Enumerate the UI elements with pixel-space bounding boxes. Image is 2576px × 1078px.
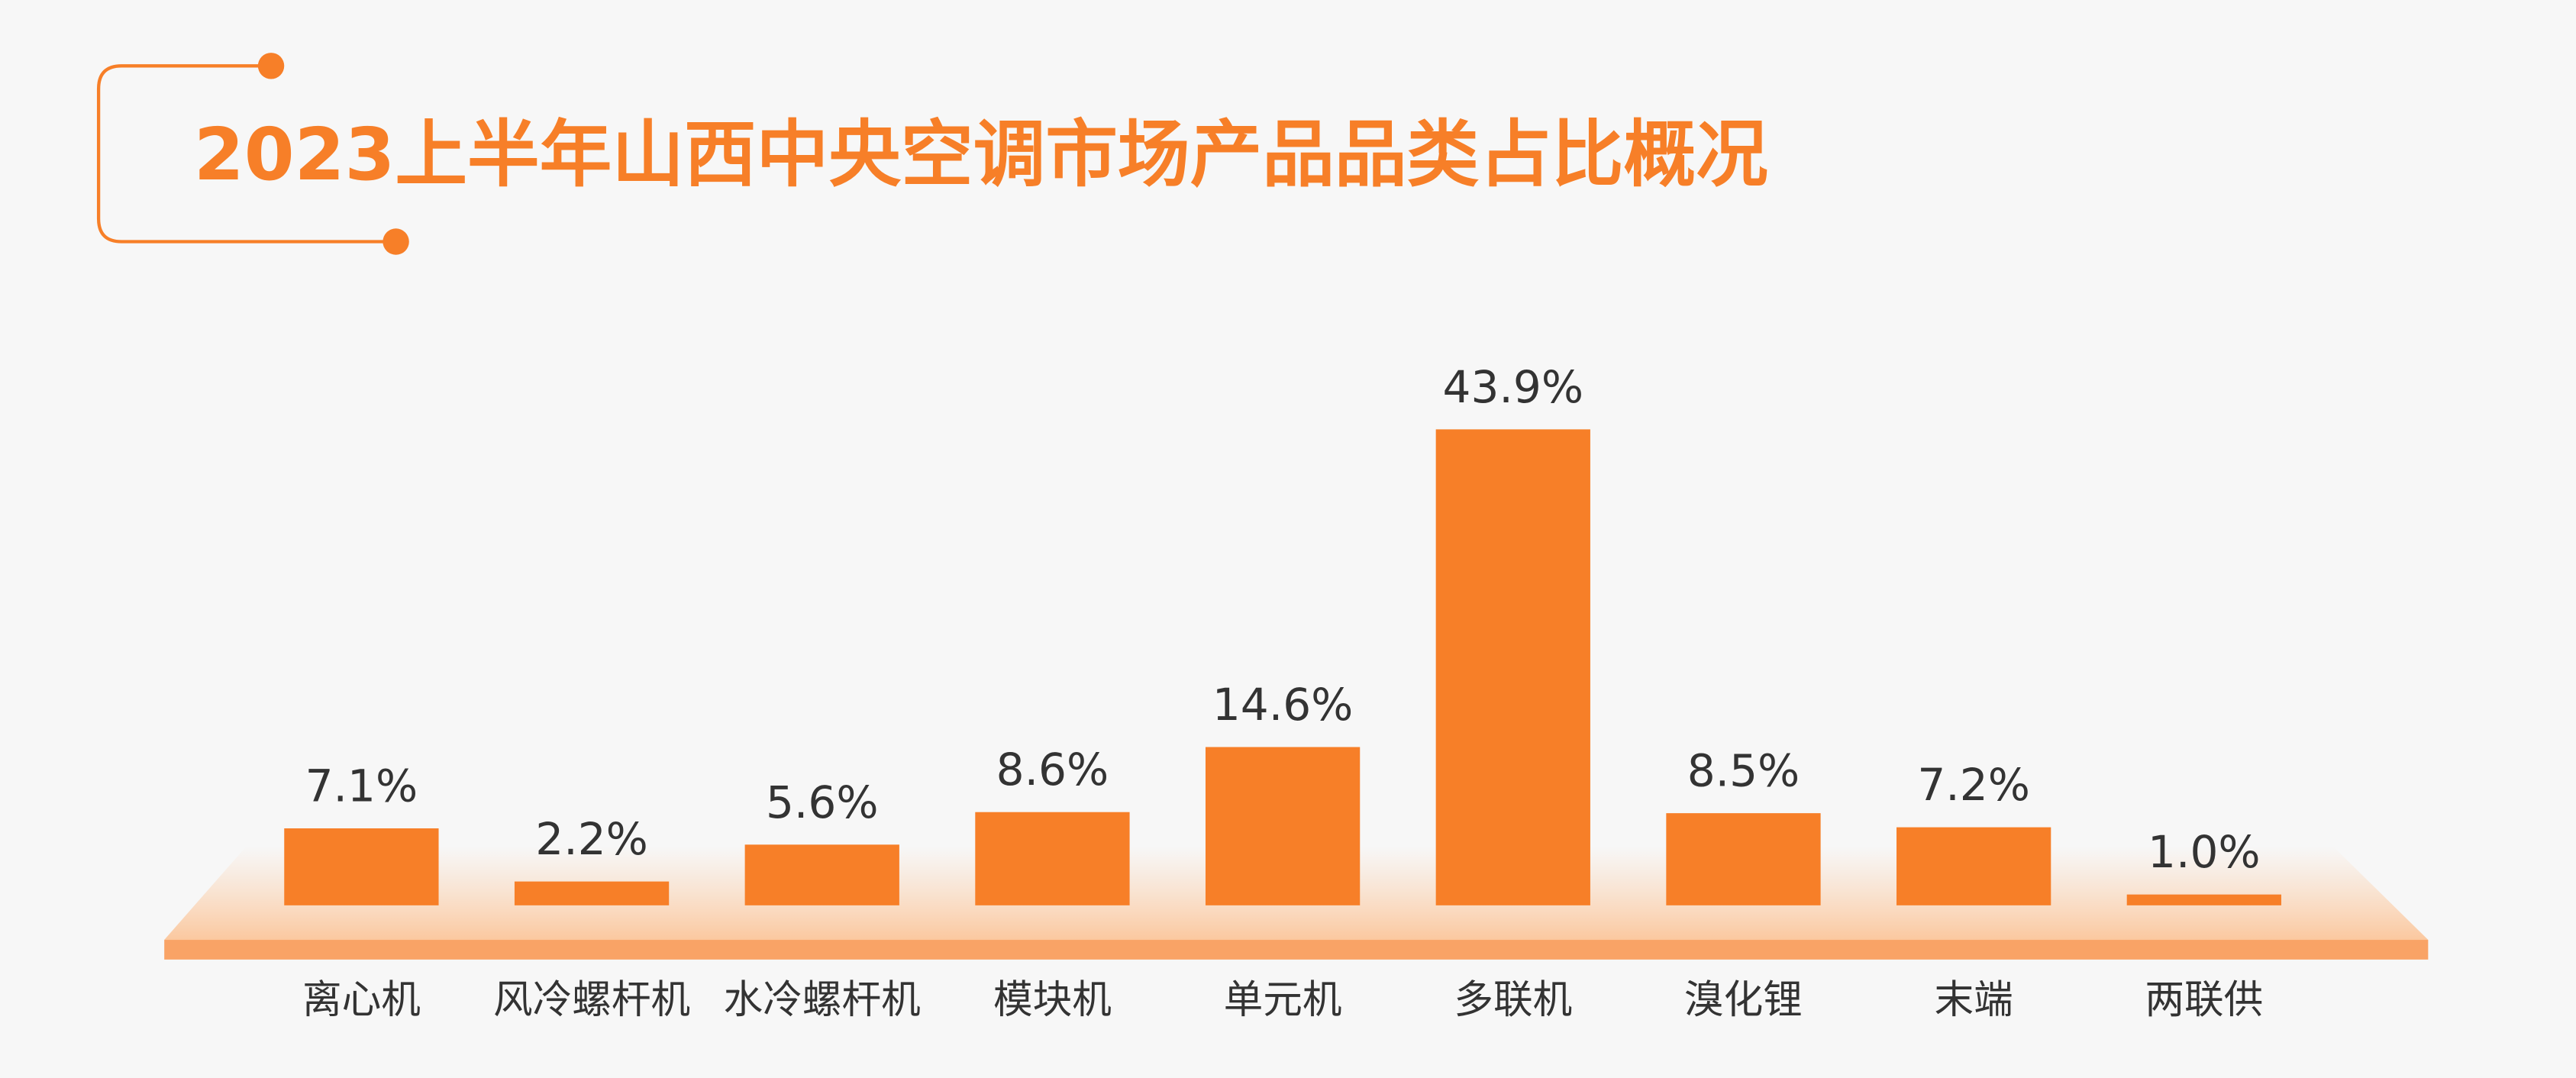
bar bbox=[1435, 429, 1590, 905]
bar bbox=[1666, 813, 1821, 905]
bar bbox=[514, 881, 670, 905]
data-label: 7.1% bbox=[305, 760, 418, 812]
x-tick-label: 离心机 bbox=[302, 977, 421, 1023]
bracket-dot bbox=[383, 228, 409, 255]
title-bracket bbox=[96, 64, 396, 244]
x-tick-label: 模块机 bbox=[993, 977, 1112, 1023]
data-label: 43.9% bbox=[1443, 361, 1584, 413]
bar bbox=[975, 812, 1130, 905]
data-label: 8.6% bbox=[996, 744, 1109, 796]
bar bbox=[2126, 894, 2281, 905]
bar bbox=[1205, 747, 1361, 905]
x-tick-label: 风冷螺杆机 bbox=[493, 977, 690, 1023]
bar bbox=[284, 828, 439, 905]
x-tick-label: 多联机 bbox=[1454, 977, 1572, 1023]
x-tick-label: 末端 bbox=[1935, 977, 2013, 1023]
data-label: 14.6% bbox=[1212, 679, 1354, 731]
data-label: 2.2% bbox=[535, 813, 648, 865]
x-tick-label: 溴化锂 bbox=[1684, 977, 1803, 1023]
x-tick-label: 两联供 bbox=[2145, 977, 2263, 1023]
data-label: 7.2% bbox=[1917, 759, 2030, 811]
x-tick-label: 水冷螺杆机 bbox=[724, 977, 921, 1023]
baseline-bar bbox=[164, 940, 2429, 960]
bar bbox=[1896, 827, 2051, 905]
data-label: 8.5% bbox=[1687, 745, 1800, 797]
chart-title: 2023上半年山西中央空调市场产品品类占比概况 bbox=[194, 113, 1768, 197]
bar bbox=[744, 844, 899, 905]
bracket-dot bbox=[257, 53, 285, 79]
data-label: 5.6% bbox=[766, 776, 879, 828]
data-label: 1.0% bbox=[2148, 826, 2261, 878]
x-tick-label: 单元机 bbox=[1224, 977, 1342, 1023]
